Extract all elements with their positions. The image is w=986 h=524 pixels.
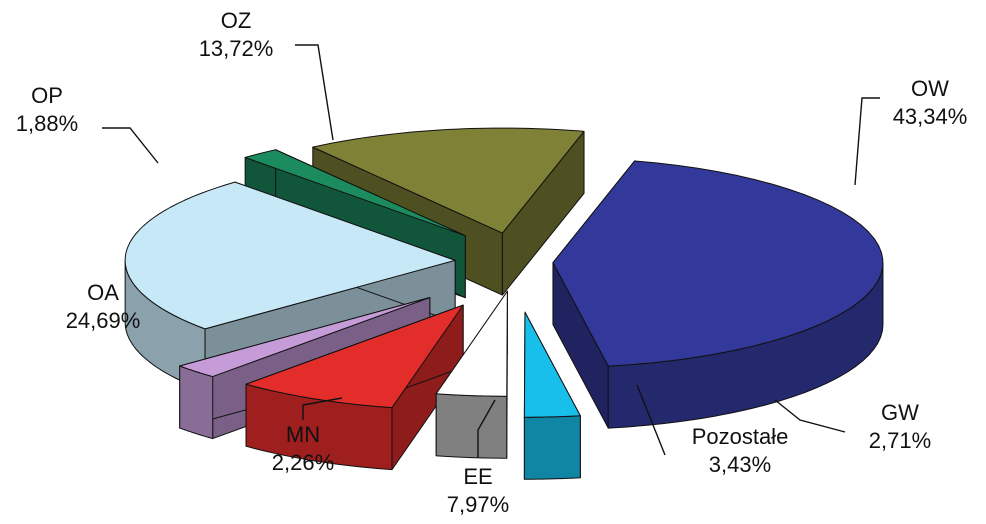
slice-gw — [523, 311, 581, 480]
slice-op-top — [244, 149, 466, 237]
slice-name-label-op: OP — [31, 83, 63, 108]
slice-name-label-ee: EE — [463, 464, 492, 489]
slice-ee — [245, 304, 464, 471]
slice-value-label-oa: 24,69% — [66, 308, 141, 333]
slice-value-label-oz: 13,72% — [199, 36, 274, 61]
slice-ow — [552, 160, 884, 429]
slice-name-label-ow: OW — [911, 76, 949, 101]
leader-line-ee — [477, 399, 496, 458]
slice-name-label-oa: OA — [87, 280, 119, 305]
slice-ow-top — [552, 160, 884, 367]
labels-layer: OW 43,34% GW 2,71% Pozostałe 3,43% EE 7,97% MN 2,… — [16, 8, 968, 517]
slice-value-label-ow: 43,34% — [893, 104, 968, 129]
leader-line-op — [102, 127, 159, 164]
slice-gw-rim — [523, 415, 581, 480]
leaders-layer — [102, 44, 880, 458]
leader-line-ow — [854, 97, 880, 186]
slice-name-label-oz: OZ — [221, 8, 252, 33]
slice-oa-top — [124, 181, 456, 330]
slice-value-label-op: 1,88% — [16, 111, 78, 136]
slice-pozostale-top — [435, 290, 508, 397]
leader-line-oz — [295, 44, 334, 141]
slice-name-label-mn: MN — [286, 422, 320, 447]
leader-line-mn — [302, 397, 343, 420]
slice-value-label-ee: 7,97% — [447, 492, 509, 517]
slice-ee-top — [245, 304, 464, 409]
slice-oz-top — [312, 127, 585, 234]
slice-gw-top — [523, 311, 581, 418]
leader-line-gw — [774, 399, 846, 433]
slice-value-label-mn: 2,26% — [272, 450, 334, 475]
slice-name-label-pozostale: Pozostałe — [692, 424, 789, 449]
slice-mn-top — [179, 297, 431, 378]
slice-name-label-gw: GW — [881, 400, 919, 425]
slices-layer — [124, 127, 884, 480]
leader-line-pozostale — [636, 384, 666, 456]
slice-pozostale-rim — [435, 393, 508, 459]
slice-value-label-pozostale: 3,43% — [709, 452, 771, 477]
slice-mn-rim — [179, 365, 214, 440]
slice-value-label-gw: 2,71% — [869, 428, 931, 453]
